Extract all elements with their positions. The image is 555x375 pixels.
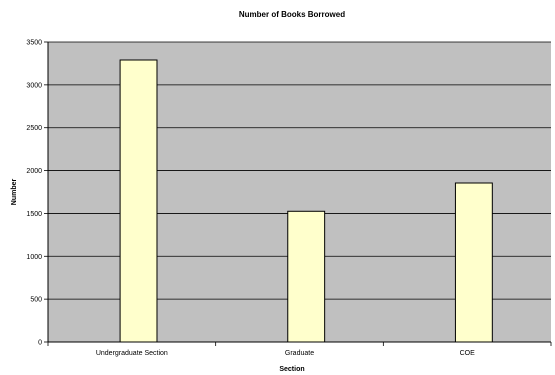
chart-title: Number of Books Borrowed	[239, 10, 345, 19]
y-tick-label: 1000	[26, 254, 42, 261]
y-tick-label: 3500	[26, 40, 42, 47]
bar	[454, 182, 493, 343]
x-tick-label: Graduate	[285, 350, 314, 357]
x-axis-title: Section	[279, 366, 304, 373]
y-tick-label: 500	[30, 297, 42, 304]
plot-area: 0 500 1000 1500 2000 2500 3000 3500 Undergraduat…	[26, 40, 552, 357]
bar	[119, 59, 158, 343]
y-tick-label: 3000	[26, 82, 42, 89]
y-tick-label: 2000	[26, 168, 42, 175]
x-tick-label: Undergraduate Section	[96, 350, 168, 357]
y-tick-label: 0	[38, 340, 42, 347]
y-tick-label: 2500	[26, 125, 42, 132]
y-axis-title: Number	[11, 179, 18, 206]
bar	[287, 210, 326, 343]
y-tick-label: 1500	[26, 211, 42, 218]
x-tick-label: COE	[460, 350, 476, 357]
